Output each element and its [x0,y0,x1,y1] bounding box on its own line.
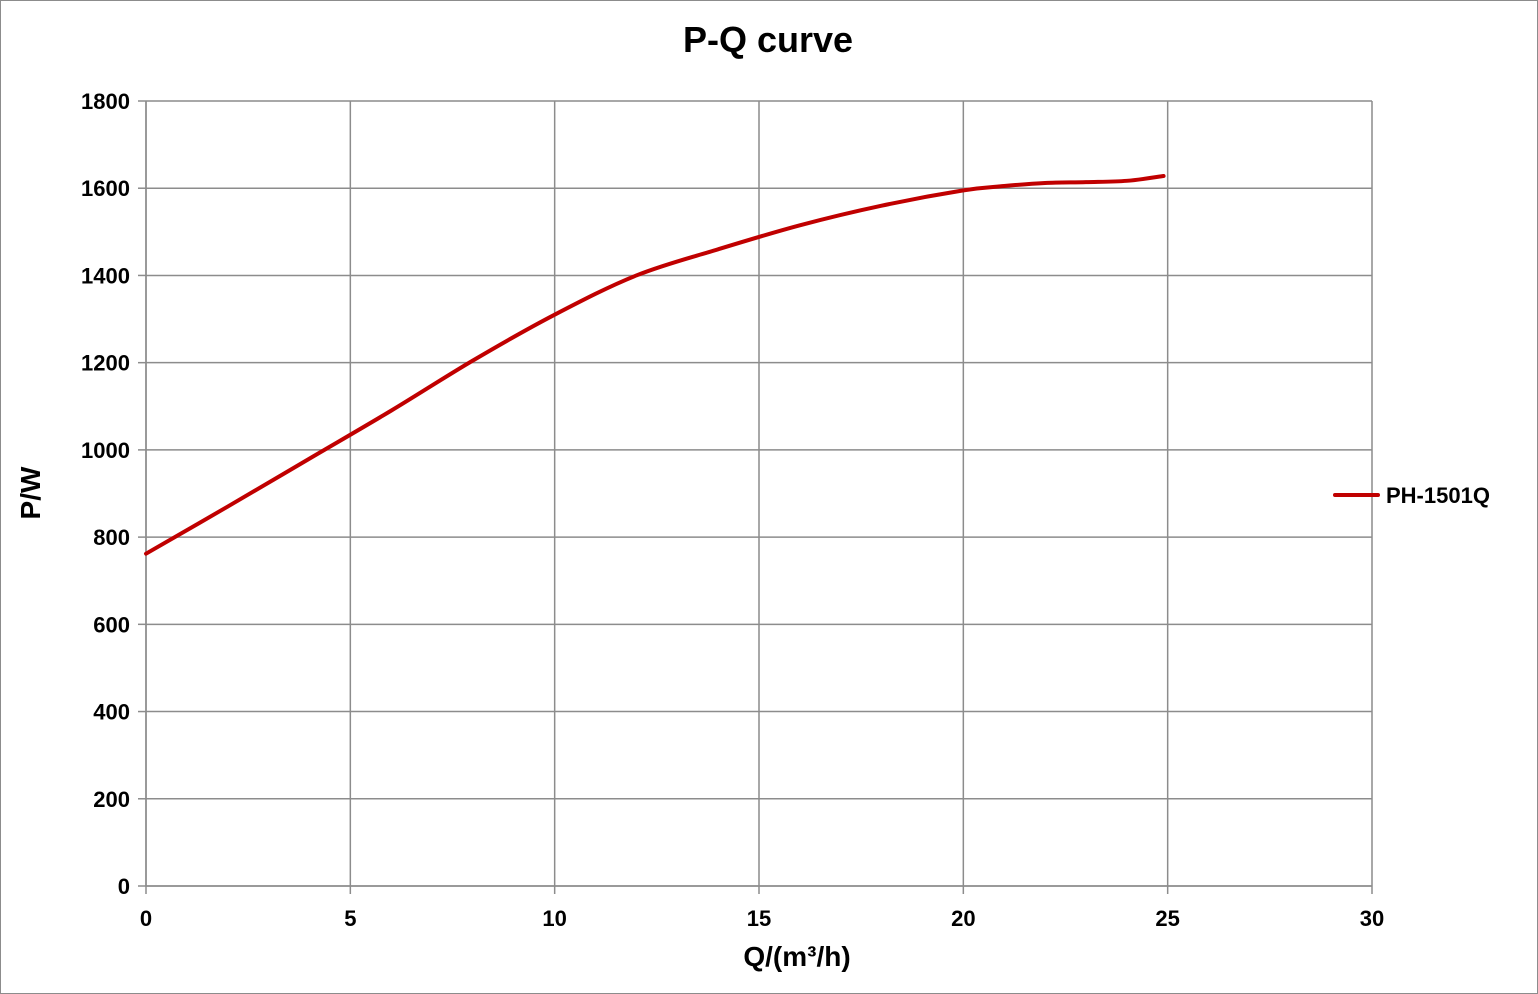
grid-lines [145,100,1373,887]
y-tick-label: 1200 [81,351,130,376]
y-tick-label: 600 [93,612,130,637]
x-tick-label: 15 [747,906,771,931]
y-tick-label: 1000 [81,438,130,463]
data-series [144,174,1166,556]
x-tick-label: 0 [140,906,152,931]
x-tick-label: 25 [1155,906,1179,931]
chart-title: P-Q curve [683,19,853,60]
legend-label: PH-1501Q [1386,483,1490,508]
y-tick-label: 400 [93,700,130,725]
legend: PH-1501Q [1333,483,1490,508]
series-line [144,174,1166,556]
y-tick-label: 1600 [81,176,130,201]
y-tick-label: 0 [118,874,130,899]
y-tick-label: 200 [93,787,130,812]
x-tick-label: 30 [1360,906,1384,931]
x-tick-label: 5 [344,906,356,931]
y-tick-label: 1800 [81,89,130,114]
x-tick-label: 10 [542,906,566,931]
axes [138,100,1373,894]
tick-labels: 0 200 400 600 800 1000 1200 1400 1600 1800 0 5 10 15 2… [81,89,1384,931]
y-axis-label: P/W [15,466,46,519]
y-tick-label: 800 [93,525,130,550]
x-axis-label: Q/(m³/h) [743,941,850,972]
y-tick-label: 1400 [81,263,130,288]
x-tick-label: 20 [951,906,975,931]
